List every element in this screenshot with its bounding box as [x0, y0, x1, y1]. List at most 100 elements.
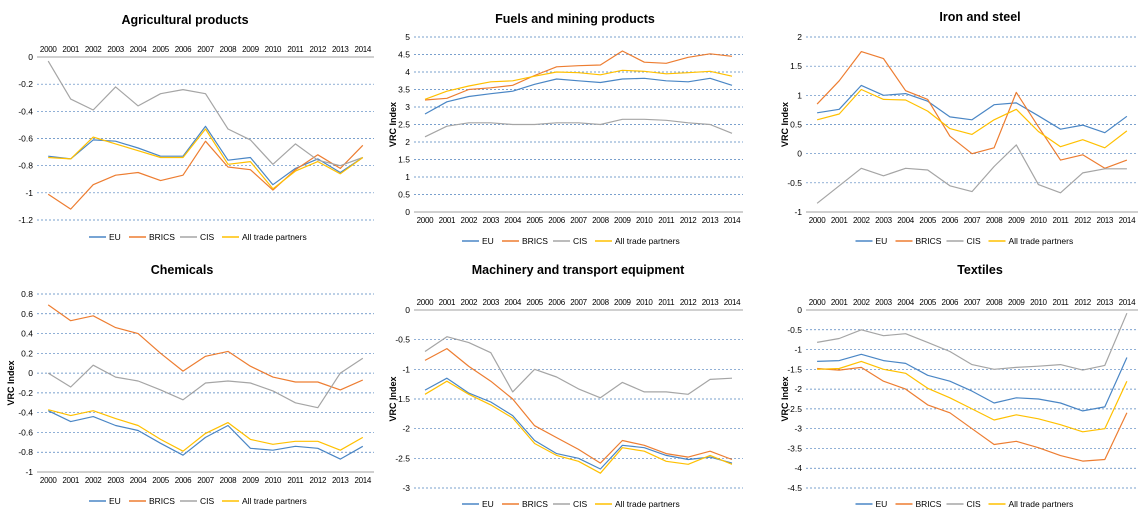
chart-3-y-tick-label: 2 — [797, 32, 802, 42]
chart-3-y-tick-label: 0 — [797, 149, 802, 159]
chart-2-series-brics — [424, 50, 733, 101]
chart-3-title: Iron and steel — [939, 10, 1020, 24]
chart-6-series-eu — [817, 353, 1128, 412]
chart-3-x-tick-label: 2014 — [1119, 216, 1136, 225]
chart-6-y-tick-label: 0 — [797, 305, 802, 315]
chart-2-series-all-trade-partners — [424, 69, 733, 100]
chart-5-x-tick-label: 2002 — [461, 298, 478, 307]
chart-4-x-tick-label: 2013 — [332, 476, 349, 485]
chart-1-y-tick-label: -0.2 — [18, 79, 33, 89]
chart-2-x-tick-label: 2001 — [439, 216, 456, 225]
chart-3-y-tick-label: 0.5 — [790, 120, 802, 130]
chart-6-x-tick-label: 2003 — [875, 298, 892, 307]
chart-4-x-tick-label: 2004 — [130, 476, 147, 485]
chart-2-y-tick-label: 1.5 — [398, 155, 410, 165]
chart-2-x-tick-label: 2009 — [614, 216, 631, 225]
chart-5-y-tick-label: 0 — [405, 305, 410, 315]
chart-4-x-tick-label: 2011 — [287, 476, 304, 485]
chart-6-y-tick-label: -1 — [794, 345, 802, 355]
chart-1-y-tick-label: -1 — [25, 188, 33, 198]
chart-5-x-tick-label: 2001 — [439, 298, 456, 307]
chart-2-x-tick-label: 2011 — [658, 216, 675, 225]
chart-6-series-all-trade-partners — [817, 360, 1128, 433]
chart-6-x-tick-label: 2007 — [964, 298, 981, 307]
chart-1-series-brics — [47, 140, 364, 210]
chart-3-x-tick-label: 2007 — [964, 216, 981, 225]
chart-1-x-tick-label: 2001 — [62, 45, 79, 54]
chart-3-x-tick-label: 2010 — [1030, 216, 1047, 225]
chart-4-y-tick-label: 0 — [28, 368, 33, 378]
chart-6-y-tick-label: -3 — [794, 424, 802, 434]
chart-2-series-cis — [424, 118, 733, 138]
chart-6-y-tick-label: -4.5 — [787, 483, 802, 493]
chart-6-x-tick-label: 2008 — [986, 298, 1003, 307]
chart-3-series-cis — [816, 144, 1127, 204]
chart-3-y-tick-label: -0.5 — [787, 178, 802, 188]
chart-4-x-tick-label: 2008 — [220, 476, 237, 485]
chart-3-x-tick-label: 2000 — [809, 216, 826, 225]
chart-4-x-tick-label: 2002 — [85, 476, 102, 485]
chart-6-y-tick-label: -2 — [794, 384, 802, 394]
chart-6-x-tick-label: 2011 — [1053, 298, 1070, 307]
chart-5-series-brics — [424, 348, 733, 464]
chart-3-x-tick-label: 2006 — [942, 216, 959, 225]
chart-2-x-tick-label: 2008 — [592, 216, 609, 225]
chart-3-y-axis-label: VRC Index — [780, 102, 790, 147]
chart-6-x-tick-label: 2002 — [853, 298, 870, 307]
chart-5-series-cis — [424, 336, 733, 399]
chart-6-x-tick-label: 2014 — [1119, 298, 1136, 307]
chart-1-legend-label: EU — [109, 232, 121, 242]
chart-4-y-tick-label: 0.4 — [21, 329, 33, 339]
chart-4-series-all-trade-partners — [48, 409, 364, 452]
chart-4-x-tick-label: 2005 — [152, 476, 169, 485]
chart-5-x-tick-label: 2006 — [548, 298, 565, 307]
chart-5-legend-label: EU — [482, 499, 494, 509]
chart-5-legend-label: BRICS — [522, 499, 548, 509]
chart-5-title: Machinery and transport equipment — [472, 263, 685, 277]
chart-5-x-tick-label: 2012 — [680, 298, 697, 307]
chart-6-y-tick-label: -1.5 — [787, 364, 802, 374]
chart-5-y-tick-label: -2.5 — [395, 453, 410, 463]
chart-5-x-tick-label: 2003 — [482, 298, 499, 307]
chart-3-x-tick-label: 2005 — [919, 216, 936, 225]
chart-2-y-tick-label: 2 — [405, 137, 410, 147]
chart-4-y-tick-label: 0.6 — [21, 309, 33, 319]
chart-2-x-tick-label: 2004 — [504, 216, 521, 225]
chart-2-legend-label: BRICS — [522, 236, 548, 246]
chart-2-x-tick-label: 2013 — [702, 216, 719, 225]
chart-2-y-tick-label: 0.5 — [398, 190, 410, 200]
chart-3-legend-label: All trade partners — [1009, 236, 1074, 246]
chart-2-x-tick-label: 2002 — [461, 216, 478, 225]
chart-1-x-tick-label: 2004 — [130, 45, 147, 54]
chart-6-x-tick-label: 2000 — [809, 298, 826, 307]
chart-4-y-tick-label: 0.2 — [21, 348, 33, 358]
chart-2-y-tick-label: 0 — [405, 207, 410, 217]
chart-3-x-tick-label: 2004 — [897, 216, 914, 225]
chart-4-x-tick-label: 2009 — [242, 476, 259, 485]
chart-1-series-cis — [47, 60, 364, 167]
chart-4-y-axis-label: VRC Index — [6, 360, 16, 405]
chart-4-legend-label: All trade partners — [242, 496, 307, 506]
chart-1-y-tick-label: -1.2 — [18, 215, 33, 225]
chart-5-x-tick-label: 2005 — [526, 298, 543, 307]
chart-5-x-tick-label: 2004 — [504, 298, 521, 307]
chart-6-legend-label: BRICS — [916, 499, 942, 509]
chart-5-y-tick-label: -1.5 — [395, 394, 410, 404]
chart-1-x-tick-label: 2000 — [40, 45, 57, 54]
chart-3-series-brics — [816, 50, 1128, 169]
chart-1-series-all-trade-partners — [48, 128, 364, 190]
chart-1-y-tick-label: -0.4 — [18, 106, 33, 116]
chart-1-x-tick-label: 2009 — [242, 45, 259, 54]
chart-4-x-tick-label: 2014 — [354, 476, 371, 485]
chart-2-legend-label: All trade partners — [615, 236, 680, 246]
chart-2-x-tick-label: 2007 — [570, 216, 587, 225]
chart-2-x-tick-label: 2005 — [526, 216, 543, 225]
chart-4-x-tick-label: 2007 — [197, 476, 214, 485]
chart-1-x-tick-label: 2008 — [220, 45, 237, 54]
chart-4-x-tick-label: 2006 — [175, 476, 192, 485]
chart-4-y-tick-label: -1 — [25, 467, 33, 477]
chart-2-title: Fuels and mining products — [495, 12, 655, 26]
chart-2-y-tick-label: 3.5 — [398, 85, 410, 95]
chart-3-legend-label: CIS — [967, 236, 982, 246]
chart-6-legend-label: All trade partners — [1009, 499, 1074, 509]
